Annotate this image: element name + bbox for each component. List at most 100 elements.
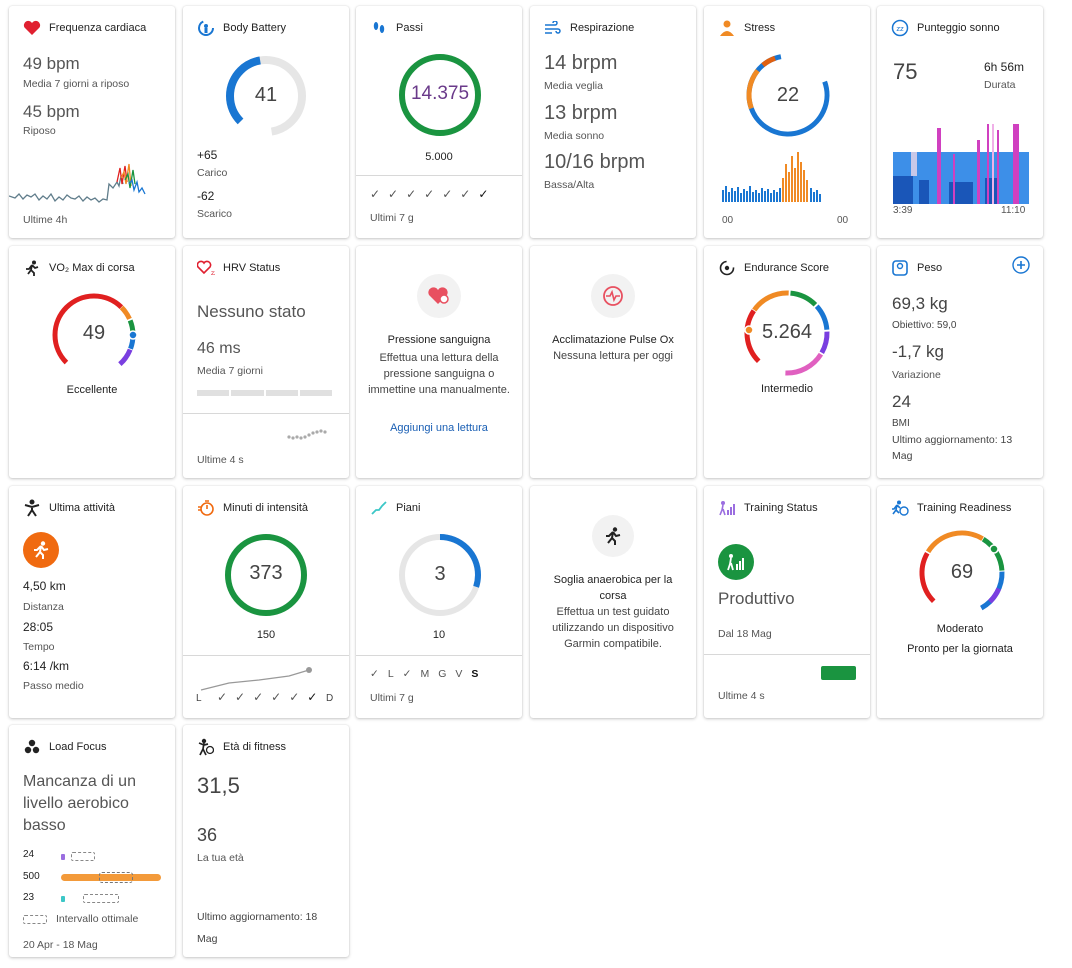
stress-card[interactable]: Stress 22 00 00 — [704, 6, 870, 238]
load-high-aerobic-bar — [61, 874, 161, 881]
endurance-score-card[interactable]: Endurance Score 5.264 Intermedio — [704, 246, 870, 478]
vo2-gauge — [52, 293, 138, 377]
floors-week-row: ✓ L ✓ M G V S — [370, 668, 478, 680]
time-value: 28:05 — [23, 620, 54, 634]
blood-pressure-icon — [417, 274, 461, 318]
load-anaerobic-bar — [61, 854, 65, 860]
stairs-icon — [370, 499, 388, 517]
floors-card[interactable]: Piani 3 10 ✓ L ✓ M G V S Ultimi 7 g — [356, 486, 522, 718]
vo2-max-card[interactable]: VO₂ Max di corsa 49 Eccellente — [9, 246, 175, 478]
floors-day-m: M — [420, 668, 430, 680]
steps-value: 14.375 — [410, 83, 470, 104]
vo2-value: 49 — [82, 322, 106, 344]
last-activity-card[interactable]: Ultima attività 4,50 km Distanza 28:05 T… — [9, 486, 175, 718]
resting-avg-label: Media 7 giorni a riposo — [23, 78, 130, 90]
stress-end-time: 00 — [837, 215, 849, 226]
hrv-bar — [197, 390, 332, 396]
hrv-status-value: Nessuno stato — [197, 302, 306, 321]
training-status-card[interactable]: Training Status Produttivo Dal 18 Mag Ul… — [704, 486, 870, 718]
productive-status-icon — [718, 544, 754, 580]
running-threshold-icon — [592, 515, 634, 557]
intensity-week-checks: ✓✓✓✓✓✓ — [217, 690, 326, 704]
floors-day-g: G — [438, 668, 447, 680]
intensity-minutes-card[interactable]: Minuti di intensità 373 150 L ✓✓✓✓✓✓ D — [183, 486, 349, 718]
sleep-icon: zz — [891, 19, 909, 37]
weight-updated: Ultimo aggiornamento: 13 Mag — [892, 434, 1013, 462]
hrv-status-card[interactable]: zz HRV Status Nessuno stato 46 ms Media … — [183, 246, 349, 478]
drain-label: Scarico — [197, 208, 233, 220]
body-battery-card[interactable]: Body Battery 41 +65 Carico -62 Scarico — [183, 6, 349, 238]
body-battery-value: 41 — [254, 84, 278, 106]
footprints-icon — [370, 19, 388, 37]
pace-value: 6:14 /km — [23, 659, 70, 673]
weight-change-value: -1,7 kg — [892, 342, 944, 361]
wind-icon — [544, 19, 562, 37]
blood-pressure-desc: Effettua una lettura della pressione san… — [368, 352, 510, 396]
hrv-label: Media 7 giorni — [197, 365, 263, 377]
stress-start-time: 00 — [722, 215, 734, 226]
blood-pressure-title: Pressione sanguigna — [387, 334, 491, 346]
drain-value: -62 — [197, 189, 215, 203]
card-title: Punteggio sonno — [917, 22, 1000, 34]
pulse-ox-title: Acclimatazione Pulse Ox — [552, 334, 674, 346]
divider — [183, 655, 349, 656]
pulse-ox-desc: Nessuna lettura per oggi — [553, 350, 673, 362]
steps-goal: 5.000 — [425, 151, 453, 163]
load-focus-card[interactable]: Load Focus Mancanza di un livello aerobi… — [9, 725, 175, 957]
svg-text:zz: zz — [896, 25, 904, 33]
charge-value: +65 — [197, 148, 218, 162]
weight-goal: Obiettivo: 59,0 — [892, 320, 957, 331]
training-status-since: Dal 18 Mag — [718, 628, 772, 640]
endurance-label: Intermedio — [761, 383, 813, 395]
add-weight-button[interactable] — [1012, 256, 1030, 274]
heart-rate-card[interactable]: Frequenza cardiaca 49 bpm Media 7 giorni… — [9, 6, 175, 238]
pulse-ox-card[interactable]: Acclimatazione Pulse Ox Nessuna lettura … — [530, 246, 696, 478]
fitness-age-icon — [197, 738, 215, 756]
fitness-age-card[interactable]: Età di fitness 31,5 36 La tua età Ultimo… — [183, 725, 349, 957]
divider — [356, 175, 522, 176]
sleep-duration-label: Durata — [984, 79, 1016, 91]
floors-value: 3 — [434, 563, 446, 585]
heart-icon — [23, 19, 41, 37]
floors-footer: Ultimi 7 g — [370, 692, 414, 704]
sleep-label: Media sonno — [544, 130, 605, 142]
card-title: Età di fitness — [223, 741, 286, 753]
steps-card[interactable]: Passi 14.375 5.000 ✓✓✓✓✓✓✓ Ultimi 7 g — [356, 6, 522, 238]
runner-icon — [23, 259, 41, 277]
training-status-footer: Ultime 4 s — [718, 690, 765, 702]
readiness-desc: Pronto per la giornata — [907, 643, 1013, 655]
pace-label: Passo medio — [23, 680, 84, 692]
load-anaerobic-range — [71, 852, 95, 861]
svg-text:zz: zz — [211, 270, 215, 276]
card-title: Ultima attività — [49, 502, 116, 514]
stress-value: 22 — [776, 84, 800, 106]
blood-pressure-card[interactable]: Pressione sanguigna Effettua una lettura… — [356, 246, 522, 478]
distance-value: 4,50 km — [23, 579, 66, 593]
fitness-age-updated: Ultimo aggiornamento: 18 Mag — [197, 911, 318, 945]
steps-week-checks: ✓✓✓✓✓✓✓ — [370, 187, 497, 201]
real-age-label: La tua età — [197, 852, 244, 864]
sleep-start-time: 3:39 — [893, 205, 913, 216]
heart-zz-icon: zz — [197, 259, 215, 277]
weight-card[interactable]: Peso 69,3 kg Obiettivo: 59,0 -1,7 kg Var… — [877, 246, 1043, 478]
divider — [183, 413, 349, 414]
distance-label: Distanza — [23, 601, 64, 613]
anaerobic-threshold-card[interactable]: Soglia anaerobica per la corsa Effettua … — [530, 486, 696, 718]
hrv-value: 46 ms — [197, 340, 241, 357]
fitness-age-value: 31,5 — [197, 773, 240, 798]
card-title: Training Status — [744, 502, 818, 514]
floors-goal: 10 — [432, 629, 446, 641]
readiness-gauge — [919, 530, 1005, 616]
time-label: Tempo — [23, 641, 55, 653]
sleep-score-card[interactable]: zz Punteggio sonno 75 6h 56m Durata 3:39… — [877, 6, 1043, 238]
respiration-card[interactable]: Respirazione 14 brpm Media veglia 13 brp… — [530, 6, 696, 238]
sleep-value: 13 brpm — [544, 102, 618, 124]
add-reading-link[interactable]: Aggiungi una lettura — [390, 422, 488, 434]
card-title: Load Focus — [49, 741, 107, 753]
sleep-score-value: 75 — [893, 59, 918, 84]
stress-gauge — [746, 53, 830, 137]
training-status-icon — [718, 499, 736, 517]
body-battery-gauge — [226, 56, 306, 136]
training-readiness-card[interactable]: Training Readiness 69 Moderato Pronto pe… — [877, 486, 1043, 718]
